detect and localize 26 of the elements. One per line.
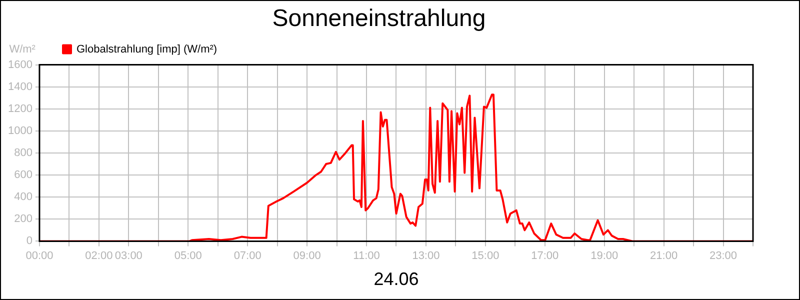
x-tick-label: 05:00 xyxy=(174,250,202,262)
x-tick-label: 00:00 xyxy=(26,250,54,262)
y-tick-label: 200 xyxy=(14,213,32,226)
x-tick-label: 13:00 xyxy=(412,250,440,262)
x-tick-label: 19:00 xyxy=(590,250,618,262)
x-tick-label: 11:00 xyxy=(353,250,380,262)
x-tick-label: 02:00 xyxy=(85,250,113,262)
x-axis-title: 24.06 xyxy=(374,269,419,290)
y-tick-label: 0 xyxy=(26,235,32,248)
x-tick-label: 15:00 xyxy=(472,250,500,262)
x-tick-label: 17:00 xyxy=(531,250,559,262)
y-tick-label: 1600 xyxy=(8,58,32,71)
y-tick-label: 800 xyxy=(14,147,32,160)
x-tick-label: 03:00 xyxy=(114,250,142,262)
y-tick-label: 1200 xyxy=(8,102,32,115)
y-tick-label: 400 xyxy=(14,191,32,204)
y-axis-title: W/m² xyxy=(9,43,36,56)
y-tick-label: 600 xyxy=(14,169,32,182)
x-tick-label: 07:00 xyxy=(234,250,262,262)
legend-label: Globalstrahlung [imp] (W/m²) xyxy=(76,43,218,56)
x-tick-label: 21:00 xyxy=(650,250,678,262)
y-tick-label: 1000 xyxy=(8,124,32,137)
chart-title: Sonneneinstrahlung xyxy=(272,5,486,32)
x-tick-label: 23:00 xyxy=(710,250,738,262)
x-tick-label: 09:00 xyxy=(293,250,321,262)
y-tick-label: 1400 xyxy=(8,80,32,93)
